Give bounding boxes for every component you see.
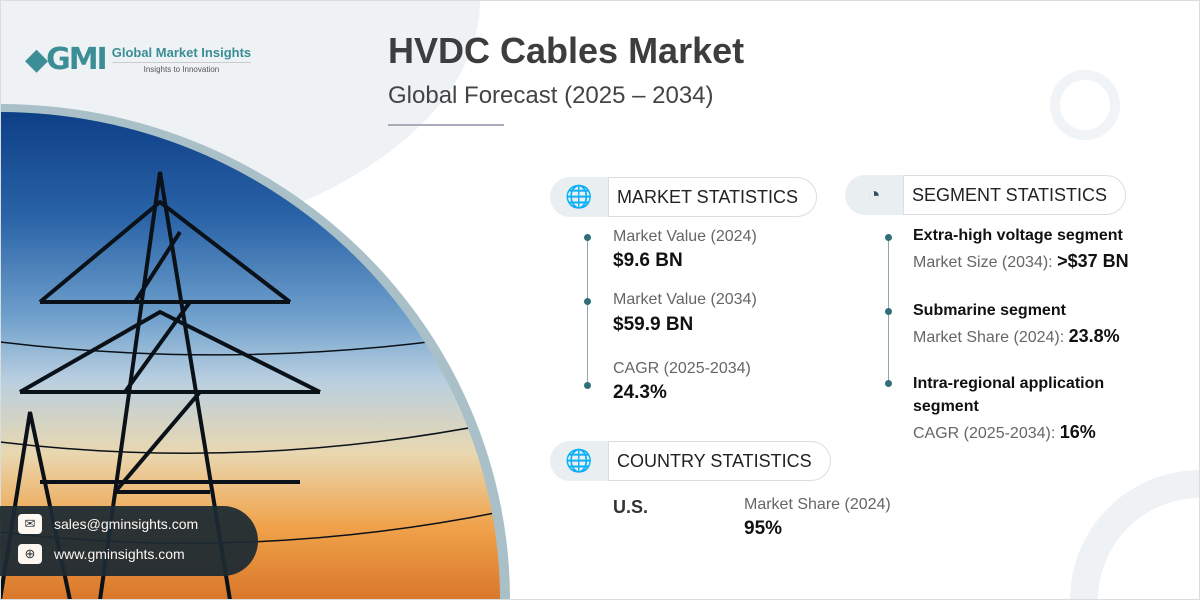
country-value: 95%: [744, 518, 783, 539]
market-statistics-header: 🌐 MARKET STATISTICS: [550, 177, 818, 217]
stat-label: Market Value (2024): [613, 228, 757, 245]
decorative-ring: [1050, 70, 1120, 140]
contact-email[interactable]: ✉ sales@gminsights.com: [18, 514, 198, 534]
stat-label: CAGR (2025-2034): [613, 360, 751, 377]
chart-globe-icon: 🌐: [550, 177, 608, 217]
contact-panel: ✉ sales@gminsights.com ⊕ www.gminsights.…: [0, 506, 258, 576]
country-name: U.S.: [613, 497, 649, 517]
segment-metric: Market Share (2024): 23.8%: [913, 326, 1120, 346]
email-link[interactable]: sales@gminsights.com: [54, 516, 199, 532]
segment-statistics-header: ◔ SEGMENT STATISTICS: [845, 175, 1127, 215]
segment-name: Extra-high voltage segment: [913, 227, 1123, 244]
globe-icon: 🌐: [550, 441, 608, 481]
segment-name: Submarine segment: [913, 302, 1066, 319]
segment-name: segment: [913, 398, 979, 415]
website-link[interactable]: www.gminsights.com: [54, 546, 185, 562]
contact-website[interactable]: ⊕ www.gminsights.com: [18, 544, 185, 564]
segment-metric: Market Size (2034): >$37 BN: [913, 251, 1129, 271]
segment-statistics-label: SEGMENT STATISTICS: [903, 175, 1127, 215]
market-statistics-label: MARKET STATISTICS: [608, 177, 818, 217]
gmi-logo: ◆GMI Global Market Insights Insights to …: [25, 42, 252, 77]
email-icon: ✉: [18, 514, 42, 534]
segment-metric: CAGR (2025-2034): 16%: [913, 422, 1096, 442]
country-metric: Market Share (2024): [744, 496, 891, 513]
stat-value: $9.6 BN: [613, 250, 683, 271]
page-subtitle: Global Forecast (2025 – 2034): [388, 82, 714, 109]
stat-label: Market Value (2034): [613, 291, 757, 308]
country-statistics-label: COUNTRY STATISTICS: [608, 441, 831, 481]
title-divider: [388, 124, 504, 126]
globe-icon: ⊕: [18, 544, 42, 564]
country-statistics-header: 🌐 COUNTRY STATISTICS: [550, 441, 831, 481]
logo-name: Global Market Insights: [111, 45, 252, 60]
pie-chart-icon: ◔: [845, 175, 903, 215]
segment-name: Intra-regional application: [913, 375, 1105, 392]
logo-tagline: Insights to Innovation: [111, 62, 252, 74]
page-title: HVDC Cables Market: [388, 30, 745, 71]
stat-value: 24.3%: [613, 382, 667, 403]
logo-mark: ◆GMI: [25, 42, 108, 77]
stat-value: $59.9 BN: [613, 314, 694, 335]
